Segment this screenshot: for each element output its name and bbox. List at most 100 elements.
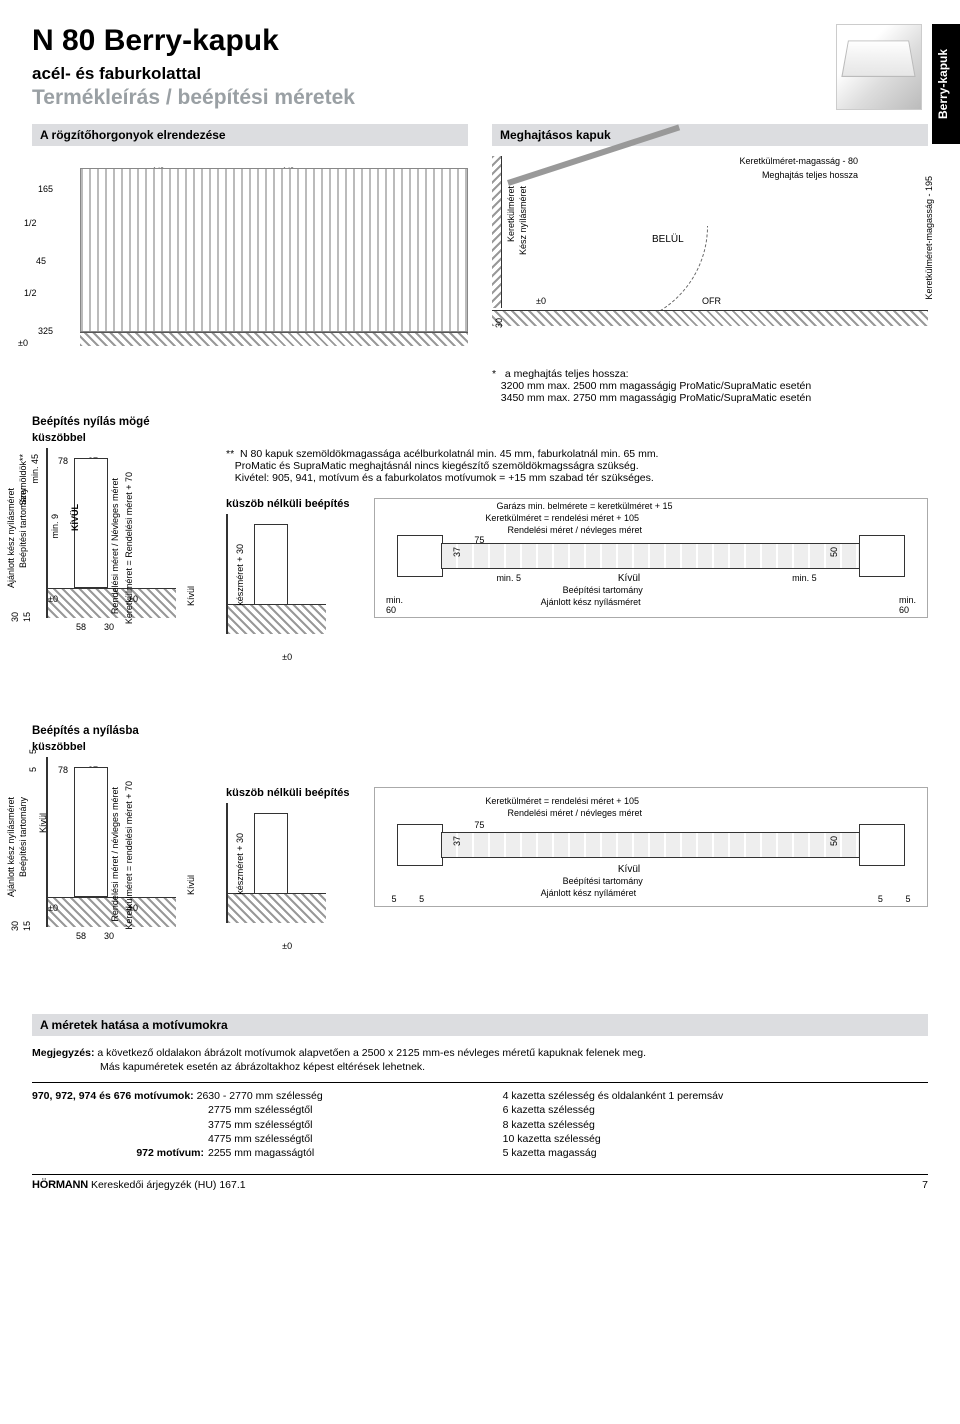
dim-325: 325 (38, 326, 53, 336)
effect-note-label: Megjegyzés: (32, 1047, 94, 1059)
page-desc: Termékleírás / beépítési méretek (32, 86, 928, 110)
dim-min5-l-a: min. 5 (496, 573, 521, 583)
label-ofr: OFR (702, 296, 721, 306)
label-outside-a: KÍVÜL (70, 504, 80, 531)
label-outside-plan-b: Kívül (618, 864, 640, 875)
label-outside-plan-a: Kívül (618, 573, 640, 584)
label-order-nom-b: Rendelési méret / névleges méret (110, 787, 120, 922)
label-height-minus80: Keretkülméret-magasság - 80 (739, 156, 858, 166)
label-fit-range-plan-a: Beépítési tartomány (563, 585, 643, 595)
dim-pm0-ns1: ±0 (282, 652, 292, 662)
subsection-no-sill-1: küszöb nélküli beépítés (226, 498, 356, 510)
label-outside-d: Kívül (186, 875, 196, 895)
into-row: 5 5 78 37 Ajánlott kész nyílásméret Beép… (32, 757, 928, 988)
diagram-drive-side: Keretkülméret Kész nyílásméret Keretkülm… (492, 156, 928, 326)
page-title: N 80 Berry-kapuk (32, 24, 928, 58)
label-outside-c: Kívül (38, 813, 48, 833)
dim-half-left-t: 1/2 (24, 218, 37, 228)
note-lintel: ** N 80 kapuk szemöldökmagassága acélbur… (226, 448, 928, 484)
section-bar-row: A rögzítőhorgonyok elrendezése Meghajtás… (32, 124, 928, 156)
effect-note: Megjegyzés: a következő oldalakon ábrázo… (32, 1046, 928, 1074)
dim-75-b: 75 (474, 820, 484, 830)
dim-58-xa: 58 (76, 622, 86, 632)
label-rec-clear-a: Ajánlott kész nyílásméret (6, 488, 16, 588)
label-rec-clear-plan-b: Ajánlott kész nyíláméret (541, 888, 637, 898)
label-outside-b: Kívül (186, 586, 196, 606)
dim-5-top-b: 5 (28, 767, 38, 772)
effect-left-head: 970, 972, 974 és 676 motívumok: (32, 1090, 194, 1102)
dim-165: 165 (38, 184, 53, 194)
note-lintel-prefix: ** (226, 448, 234, 460)
effect-left-line-2: 3775 mm szélességtől (208, 1118, 479, 1132)
label-height-minus195: Keretkülméret-magasság - 195 (924, 176, 934, 300)
effect-left-line-1: 2775 mm szélességtől (208, 1103, 479, 1117)
note-lintel-l2: ProMatic és SupraMatic meghajtásnál ninc… (235, 460, 639, 472)
label-drive-length: Meghajtás teljes hossza (762, 170, 858, 180)
dim-30-xa: 30 (10, 612, 20, 622)
label-frame-outer: Keretkülméret (506, 186, 516, 242)
diagram-plan-into: Keretkülméret = rendelési méret + 105 Re… (374, 787, 928, 907)
dim-75-a: 75 (474, 535, 484, 545)
diagram-front-elevation: 1/2 1/2 165 1/2 45 1/2 325 ±0 (32, 168, 468, 358)
dim-min60-l-a: min. 60 (386, 595, 403, 615)
dim-30b-xa: 30 (104, 622, 114, 632)
effect-right-line-1: 6 kazetta szélesség (503, 1103, 928, 1117)
effect-note-1: a következő oldalakon ábrázolt motívumok… (97, 1047, 646, 1059)
dim-45: 45 (36, 256, 46, 266)
effect-right-line-2: 8 kazetta szélesség (503, 1118, 928, 1132)
dim-58-xb: 58 (76, 931, 86, 941)
note-drive-prefix: * (492, 368, 496, 380)
dim-5-top-a: 5 (28, 749, 38, 754)
dim-pm0-xa2: ±0 (128, 594, 138, 604)
page-header: Berry-kapuk N 80 Berry-kapuk acél- és fa… (32, 24, 928, 110)
section-into-opening: Beépítés a nyílásba (32, 725, 928, 737)
label-min9: min. 9 (50, 514, 60, 539)
effect-972-head: 972 motívum: (136, 1147, 204, 1159)
note-drive-l3: 3450 mm max. 2750 mm magasságig ProMatic… (501, 392, 811, 404)
note-lintel-l1: N 80 kapuk szemöldökmagassága acélburkol… (240, 448, 658, 460)
subsection-no-sill-2: küszöb nélküli beépítés (226, 787, 356, 799)
effect-right-line-0: 4 kazetta szélesség és oldalanként 1 per… (503, 1089, 928, 1103)
label-inside: BELÜL (652, 234, 684, 245)
side-tab: Berry-kapuk (932, 24, 960, 144)
label-order-nom-a: Rendelési méret / Névleges méret (110, 478, 120, 614)
effect-972-line: 2255 mm magasságtól (208, 1147, 314, 1159)
note-lintel-l3: Kivétel: 905, 941, motívum és a faburkol… (235, 472, 654, 484)
label-fit-range-a: Beépítési tartomány (18, 488, 28, 568)
label-pm0-side: ±0 (536, 296, 546, 306)
label-frame-eq105-a: Keretkülméret = rendelési méret + 105 (485, 513, 639, 523)
subsection-with-sill-1: küszöbbel (32, 432, 928, 444)
page-subtitle: acél- és faburkolattal (32, 64, 928, 84)
effect-table: 970, 972, 974 és 676 motívumok: 2630 - 2… (32, 1082, 928, 1160)
page-footer: HÖRMANN Kereskedői árjegyzék (HU) 167.1 … (32, 1174, 928, 1191)
bar-size-effect: A méretek hatása a motívumokra (32, 1014, 928, 1036)
dim-50-plan-a: 50 (829, 547, 839, 557)
dim-50-plan-b: 50 (829, 836, 839, 846)
note-drive-l1: a meghajtás teljes hossza: (505, 368, 629, 380)
effect-left-line-0: 2630 - 2770 mm szélesség (197, 1090, 323, 1102)
section-behind-opening: Beépítés nyílás mögé (32, 416, 928, 428)
note-drive-l2: 3200 mm max. 2500 mm magasságig ProMatic… (501, 380, 811, 392)
label-rec-clear-b: Ajánlott kész nyílásméret (6, 797, 16, 897)
label-clear-opening: Kész nyílásméret (518, 186, 528, 255)
dim-5-br2: 5 (905, 894, 910, 904)
dim-15-xb: 15 (22, 921, 32, 931)
dim-pm0-xb2: ±0 (128, 903, 138, 913)
label-clear-plus30-a: készméret + 30 (235, 544, 245, 606)
dim-5-bl2: 5 (419, 894, 424, 904)
dim-5-br1: 5 (878, 894, 883, 904)
footer-page-number: 7 (922, 1179, 928, 1191)
product-thumbnail (836, 24, 922, 110)
dim-pm0-xb1: ±0 (48, 903, 58, 913)
dim-5-bl1: 5 (392, 894, 397, 904)
bar-drive-gates: Meghajtásos kapuk (492, 124, 928, 146)
label-min45: min. 45 (30, 454, 40, 484)
effect-note-2: Más kapuméretek esetén az ábrázoltakhoz … (100, 1060, 425, 1074)
label-garage-min: Garázs min. belmérete = keretkülméret + … (496, 501, 672, 511)
diagram-plan-behind: Garázs min. belmérete = keretkülméret + … (374, 498, 928, 618)
bar-anchor-layout: A rögzítőhorgonyok elrendezése (32, 124, 468, 146)
dim-min5-r-a: min. 5 (792, 573, 817, 583)
note-drive-length: * a meghajtás teljes hossza: 3200 mm max… (492, 368, 928, 404)
label-frame-eq105-b: Keretkülméret = rendelési méret + 105 (485, 796, 639, 806)
dim-30b-xb: 30 (104, 931, 114, 941)
